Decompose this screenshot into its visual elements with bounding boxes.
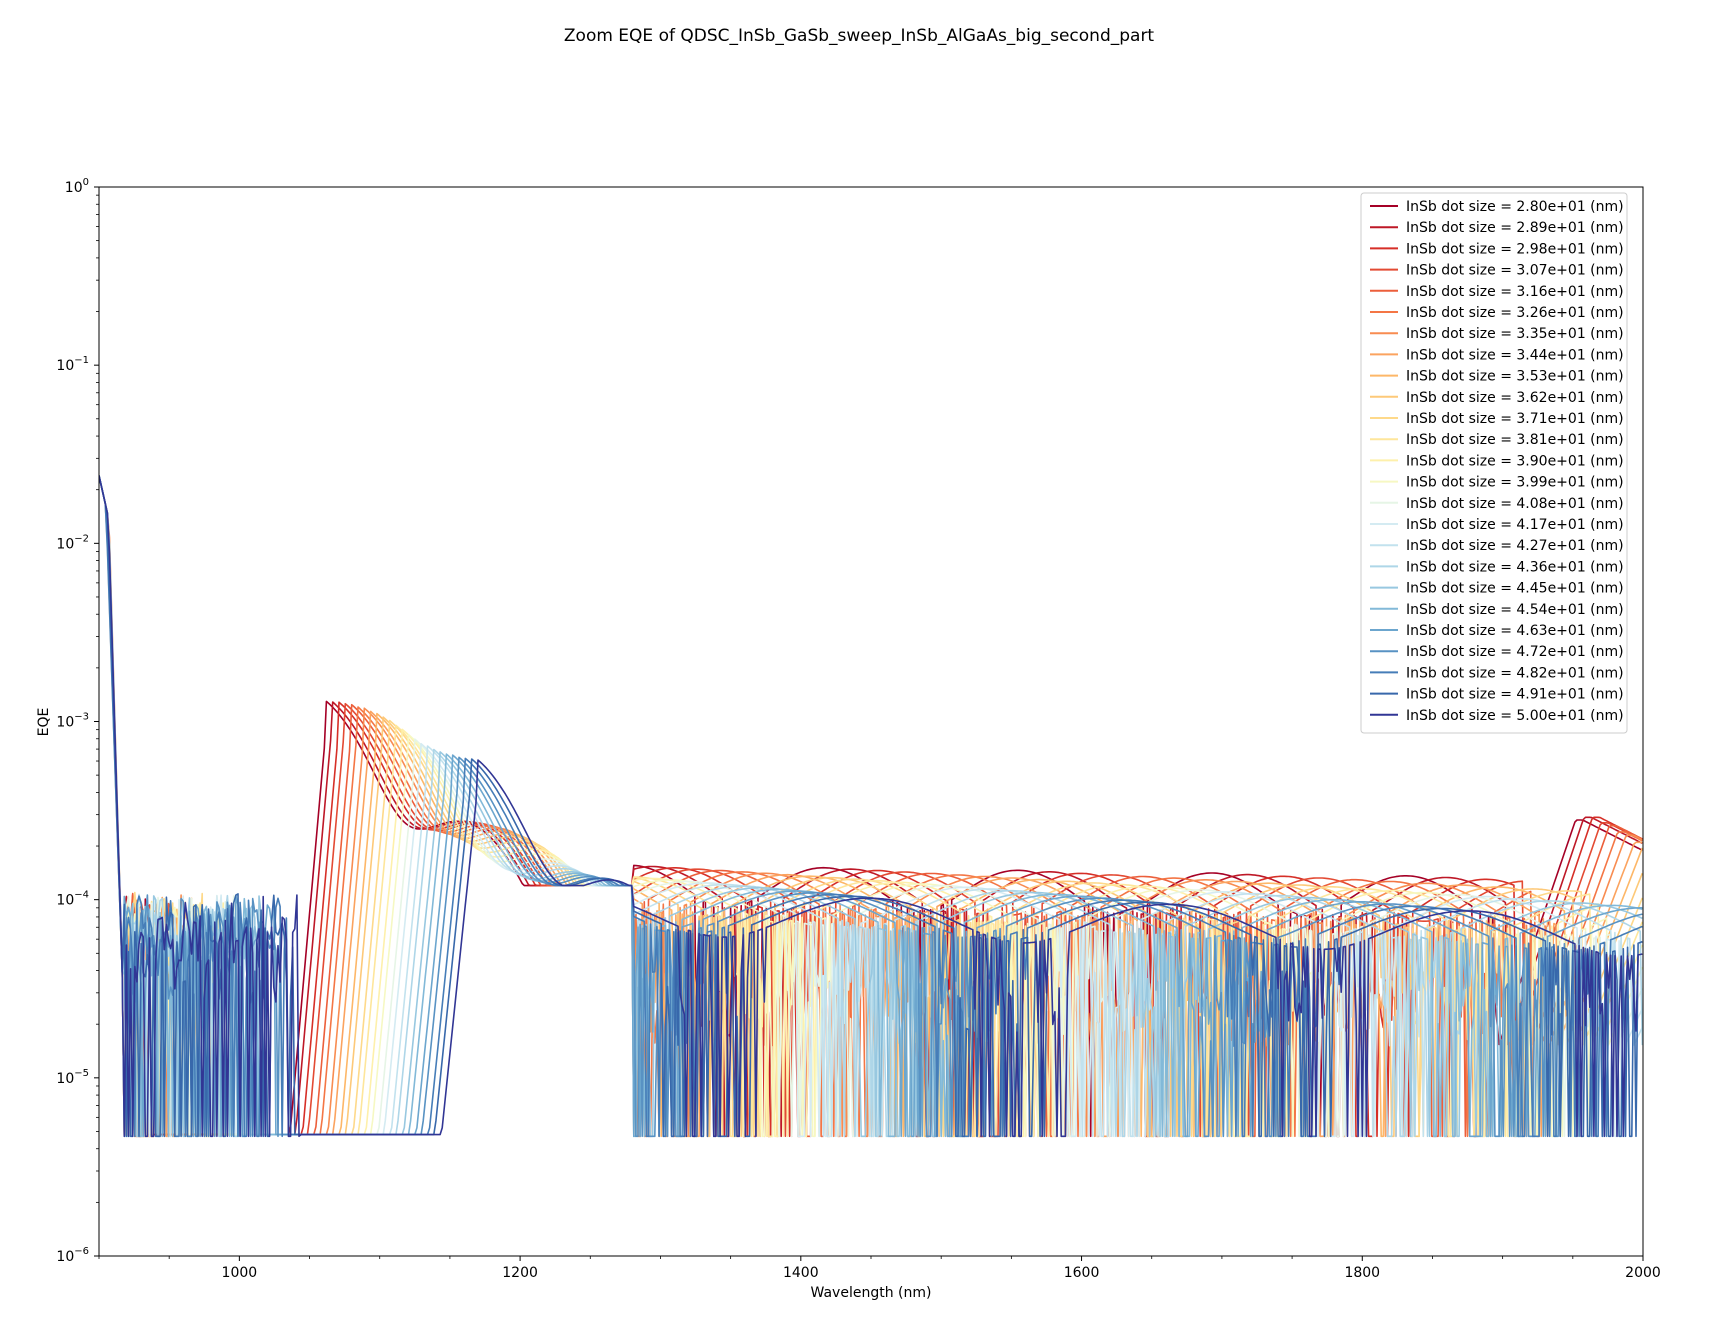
x-axis: 1000 1200 1400 1600 1800 2000: [98, 1256, 1661, 1281]
legend-entry: InSb dot size = 4.45e+01 (nm): [1406, 581, 1624, 597]
x-tick-label: 2000: [1625, 1265, 1661, 1281]
legend-entry: InSb dot size = 4.72e+01 (nm): [1406, 644, 1624, 660]
legend-entry: InSb dot size = 3.81e+01 (nm): [1406, 432, 1624, 448]
plot-area: [98, 186, 1644, 1257]
x-tick-label: 1400: [783, 1265, 819, 1281]
legend-entry: InSb dot size = 2.80e+01 (nm): [1406, 199, 1624, 215]
y-tick-label: 10−3: [56, 712, 89, 731]
y-tick-exponent: −3: [74, 712, 89, 723]
legend-entry: InSb dot size = 4.08e+01 (nm): [1406, 496, 1624, 512]
y-tick-label: 10−2: [56, 533, 89, 552]
y-tick-label: 10−6: [56, 1246, 89, 1265]
x-axis-title: Wavelength (nm): [811, 1285, 932, 1301]
x-tick-label: 1200: [502, 1265, 538, 1281]
series-line: [99, 475, 1643, 1138]
y-tick-base: 10: [56, 715, 74, 731]
chart-title: Zoom EQE of QDSC_InSb_GaSb_sweep_InSb_Al…: [564, 26, 1155, 46]
legend-entry: InSb dot size = 3.71e+01 (nm): [1406, 411, 1624, 427]
legend-entry: InSb dot size = 3.35e+01 (nm): [1406, 326, 1624, 342]
legend-entry: InSb dot size = 2.89e+01 (nm): [1406, 220, 1624, 236]
y-axis-title: EQE: [36, 708, 52, 737]
legend-entry: InSb dot size = 4.17e+01 (nm): [1406, 517, 1624, 533]
legend-entry: InSb dot size = 3.07e+01 (nm): [1406, 263, 1624, 279]
legend-entry: InSb dot size = 5.00e+01 (nm): [1406, 708, 1624, 724]
legend-entry: InSb dot size = 3.16e+01 (nm): [1406, 284, 1624, 300]
y-tick-exponent: 0: [83, 177, 89, 188]
y-tick-base: 10: [56, 893, 74, 909]
x-tick-label: 1600: [1064, 1265, 1100, 1281]
series-line: [99, 475, 1643, 1138]
y-tick-exponent: −1: [74, 355, 89, 366]
legend-entry: InSb dot size = 4.36e+01 (nm): [1406, 559, 1624, 575]
legend: InSb dot size = 2.80e+01 (nm) InSb dot si…: [1360, 192, 1628, 734]
legend-entry: InSb dot size = 3.44e+01 (nm): [1406, 347, 1624, 363]
x-tick-label: 1800: [1344, 1265, 1380, 1281]
legend-entry: InSb dot size = 4.54e+01 (nm): [1406, 602, 1624, 618]
legend-frame: [1360, 192, 1628, 734]
y-tick-exponent: −2: [74, 533, 89, 544]
y-tick-base: 10: [56, 536, 74, 552]
y-tick-label: 100: [65, 177, 89, 196]
y-tick-base: 10: [56, 358, 74, 374]
y-tick-base: 10: [56, 1249, 74, 1265]
y-tick-exponent: −5: [74, 1068, 89, 1079]
legend-entry: InSb dot size = 3.99e+01 (nm): [1406, 475, 1624, 491]
legend-entry: InSb dot size = 3.26e+01 (nm): [1406, 305, 1624, 321]
legend-entry: InSb dot size = 4.63e+01 (nm): [1406, 623, 1624, 639]
legend-entry: InSb dot size = 2.98e+01 (nm): [1406, 241, 1624, 257]
y-tick-label: 10−4: [56, 890, 89, 909]
y-tick-exponent: −6: [74, 1246, 89, 1257]
x-tick-label: 1000: [222, 1265, 258, 1281]
y-tick-label: 10−1: [56, 355, 89, 374]
legend-entry: InSb dot size = 4.91e+01 (nm): [1406, 687, 1624, 703]
legend-entry: InSb dot size = 4.82e+01 (nm): [1406, 665, 1624, 681]
series-layer: [99, 475, 1643, 1138]
y-tick-exponent: −4: [74, 890, 89, 901]
legend-entry: InSb dot size = 4.27e+01 (nm): [1406, 538, 1624, 554]
legend-entry: InSb dot size = 3.53e+01 (nm): [1406, 369, 1624, 385]
y-tick-base: 10: [56, 1071, 74, 1087]
y-tick-base: 10: [65, 180, 83, 196]
legend-entry: InSb dot size = 3.62e+01 (nm): [1406, 390, 1624, 406]
legend-entry: InSb dot size = 3.90e+01 (nm): [1406, 453, 1624, 469]
y-tick-label: 10−5: [56, 1068, 89, 1087]
